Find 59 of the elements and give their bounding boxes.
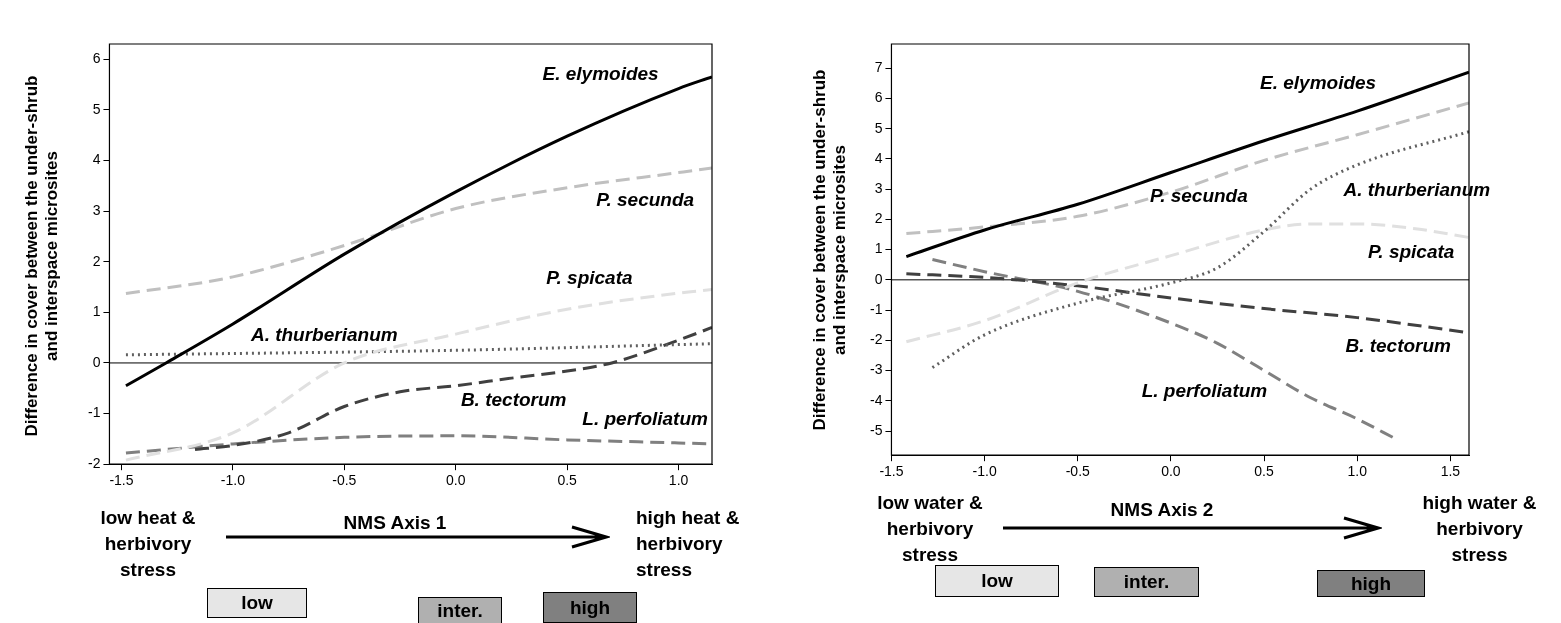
- y-tick-label: -1: [88, 404, 101, 421]
- x-tick-label: -1.5: [109, 472, 134, 489]
- x-tick-label: -0.5: [1065, 463, 1091, 480]
- text: low: [207, 588, 307, 618]
- series-label: P. spicata: [1368, 240, 1455, 262]
- y-tick-label: 3: [874, 179, 883, 196]
- series-label: L. perfoliatum: [582, 407, 709, 429]
- x-tick-label: -0.5: [332, 472, 357, 489]
- x-tick-label: 0.0: [1161, 463, 1181, 480]
- y-tick-label: -4: [870, 391, 883, 408]
- series-label: P. secunda: [596, 189, 695, 211]
- text: low heat & herbivory stress: [99, 506, 197, 582]
- y-axis-title: Difference in cover between the under-shrub and interspace microsites: [810, 68, 850, 433]
- x-tick-label: 1.5: [1440, 463, 1461, 480]
- x-tick-label: 0.0: [446, 472, 466, 489]
- y-tick-label: 6: [874, 89, 883, 106]
- series-label: E. elymoides: [542, 62, 659, 84]
- y-tick-label: -5: [870, 421, 883, 438]
- series-label: B. tectorum: [460, 389, 567, 411]
- x-axis-title: NMS Axis 1: [342, 511, 448, 535]
- series-label: A. thurberianum: [249, 324, 398, 346]
- y-tick-label: 1: [874, 240, 883, 257]
- x-tick-label: 1.0: [1347, 463, 1368, 480]
- y-tick-label: 4: [874, 149, 883, 166]
- series-label: B. tectorum: [1345, 334, 1452, 356]
- text: high: [543, 592, 637, 623]
- text: high heat & herbivory stress: [636, 506, 741, 582]
- y-tick-label: 0: [92, 353, 101, 370]
- y-tick-label: -2: [870, 331, 883, 348]
- x-tick-label: -1.0: [220, 472, 246, 489]
- x-axis-title: NMS Axis 2: [1109, 498, 1215, 522]
- text: inter.: [418, 597, 502, 623]
- y-axis-title: Difference in cover between the under-shrub and interspace microsites: [22, 74, 62, 439]
- x-tick-label: -1.5: [879, 463, 904, 480]
- y-tick-label: 4: [92, 151, 101, 168]
- series-label: P. spicata: [546, 266, 633, 288]
- y-tick-label: 5: [874, 119, 883, 136]
- y-tick-label: -1: [870, 300, 883, 317]
- y-tick-label: 1: [92, 303, 101, 320]
- y-tick-label: 7: [874, 59, 883, 76]
- series-label: E. elymoides: [1260, 71, 1377, 93]
- text: inter.: [1094, 567, 1199, 597]
- y-tick-label: 5: [92, 100, 101, 117]
- y-tick-label: -2: [88, 455, 101, 472]
- x-tick-label: 0.5: [557, 472, 578, 489]
- text: high: [1317, 570, 1425, 597]
- y-tick-label: 2: [874, 210, 883, 227]
- series-label: L. perfoliatum: [1141, 379, 1268, 401]
- y-tick-label: 2: [92, 252, 101, 269]
- y-tick-label: 6: [92, 50, 101, 67]
- x-tick-label: -1.0: [972, 463, 997, 480]
- y-tick-label: 0: [874, 270, 883, 287]
- y-tick-label: 3: [92, 201, 101, 218]
- series-label: P. secunda: [1149, 184, 1249, 206]
- text: high water & herbivory stress: [1421, 491, 1538, 567]
- text: low: [935, 565, 1059, 597]
- y-tick-label: -3: [870, 361, 883, 378]
- x-tick-label: 0.5: [1254, 463, 1274, 480]
- x-tick-label: 1.0: [668, 472, 689, 489]
